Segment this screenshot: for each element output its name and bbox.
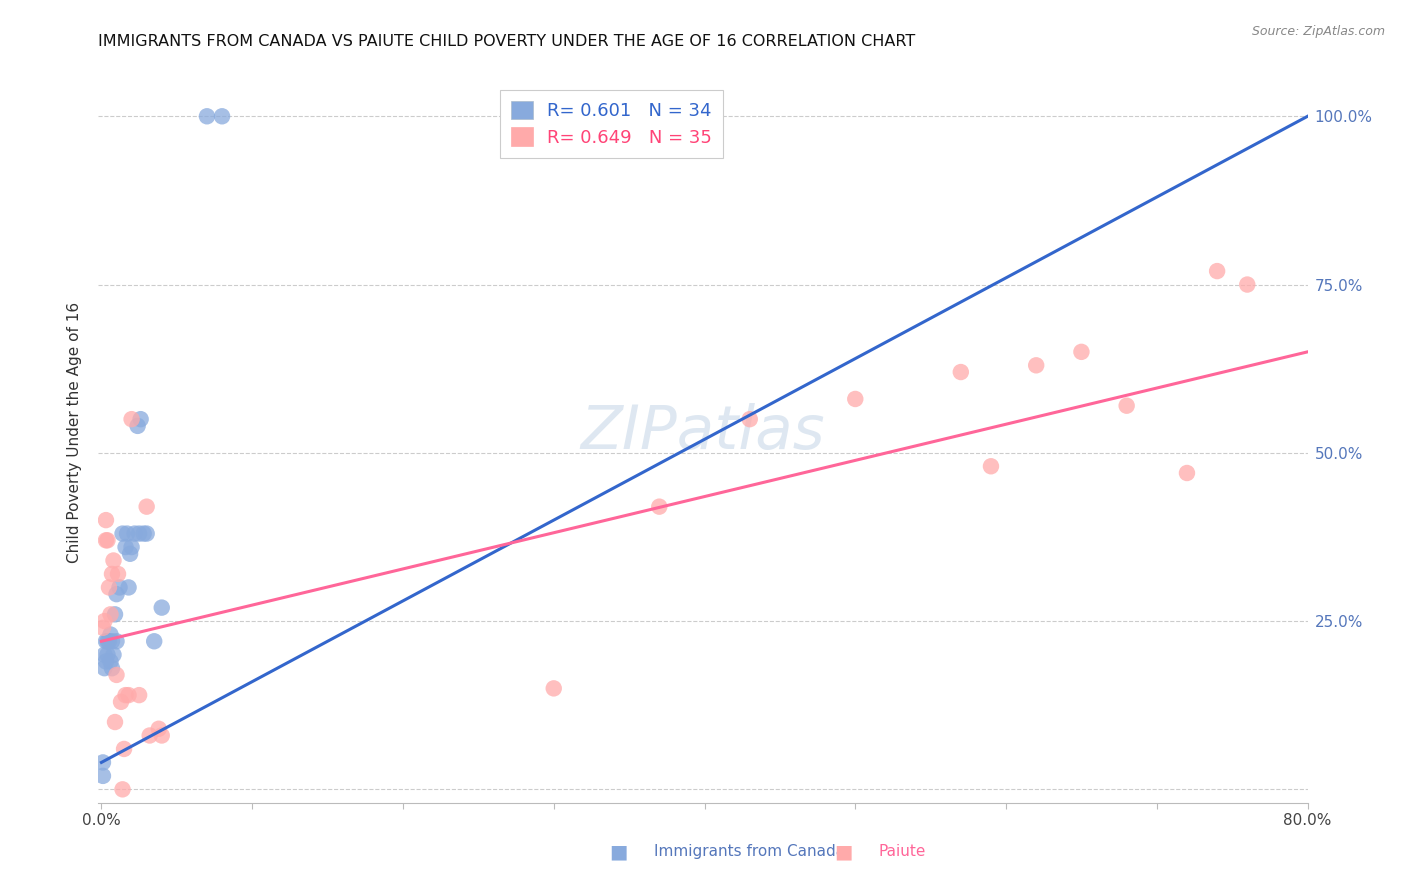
Point (117, 688, 139, 702)
Point (105, 587, 128, 601)
Point (135, 526, 157, 541)
Point (96, 648, 118, 662)
Point (980, 459, 1002, 474)
Point (94, 634, 117, 648)
Point (96, 634, 118, 648)
Point (104, 714, 127, 729)
Point (110, 695, 132, 709)
Point (128, 688, 150, 702)
Point (148, 722, 170, 736)
Point (127, 418, 149, 433)
Y-axis label: Child Poverty Under the Age of 16: Child Poverty Under the Age of 16 (67, 302, 83, 563)
Point (1236, 277, 1258, 292)
Point (114, 540, 136, 554)
Point (101, 661, 124, 675)
Point (150, 600, 173, 615)
Point (949, 365, 972, 379)
Text: ■: ■ (834, 842, 853, 862)
Point (111, 782, 134, 797)
Point (138, 729, 160, 743)
Point (1175, 466, 1198, 480)
Point (121, 412, 143, 426)
Point (93, 648, 115, 662)
Point (101, 566, 124, 581)
Point (105, 634, 128, 648)
Point (100, 627, 122, 641)
Point (844, 392, 866, 406)
Point (101, 634, 124, 648)
Point (91, 621, 114, 635)
Point (105, 668, 128, 682)
Point (120, 547, 142, 561)
Point (98, 634, 121, 648)
Point (143, 634, 166, 648)
Point (93, 614, 115, 628)
Point (150, 729, 173, 743)
Point (1025, 359, 1047, 373)
Point (107, 566, 129, 581)
Text: IMMIGRANTS FROM CANADA VS PAIUTE CHILD POVERTY UNDER THE AGE OF 16 CORRELATION C: IMMIGRANTS FROM CANADA VS PAIUTE CHILD P… (98, 34, 915, 49)
Point (91, 756, 114, 770)
Point (100, 655, 122, 669)
Text: Paiute: Paiute (879, 845, 927, 859)
Point (195, 109, 218, 123)
Point (96, 533, 118, 548)
Point (132, 526, 155, 541)
Point (103, 648, 125, 662)
Point (104, 607, 127, 622)
Point (98, 581, 121, 595)
Point (211, 109, 233, 123)
Point (93, 661, 115, 675)
Point (1206, 264, 1229, 278)
Point (1070, 344, 1092, 359)
Point (108, 581, 131, 595)
Point (115, 526, 138, 541)
Point (94, 513, 117, 527)
Point (121, 540, 143, 554)
Point (129, 412, 152, 426)
Point (103, 553, 125, 567)
Text: ■: ■ (609, 842, 628, 862)
Point (135, 500, 157, 514)
Text: Source: ZipAtlas.com: Source: ZipAtlas.com (1251, 25, 1385, 38)
Point (100, 607, 122, 622)
Legend: R= 0.601   N = 34, R= 0.649   N = 35: R= 0.601 N = 34, R= 0.649 N = 35 (501, 90, 723, 158)
Point (1115, 399, 1137, 413)
Point (94, 655, 117, 669)
Point (111, 526, 134, 541)
Point (91, 769, 114, 783)
Point (117, 581, 139, 595)
Point (112, 742, 135, 756)
Point (648, 500, 671, 514)
Point (543, 681, 565, 696)
Point (94, 533, 117, 548)
Point (128, 526, 150, 541)
Point (114, 688, 136, 702)
Point (738, 412, 761, 426)
Point (124, 526, 146, 541)
Text: Immigrants from Canada: Immigrants from Canada (654, 845, 845, 859)
Text: ZIPatlas: ZIPatlas (581, 403, 825, 462)
